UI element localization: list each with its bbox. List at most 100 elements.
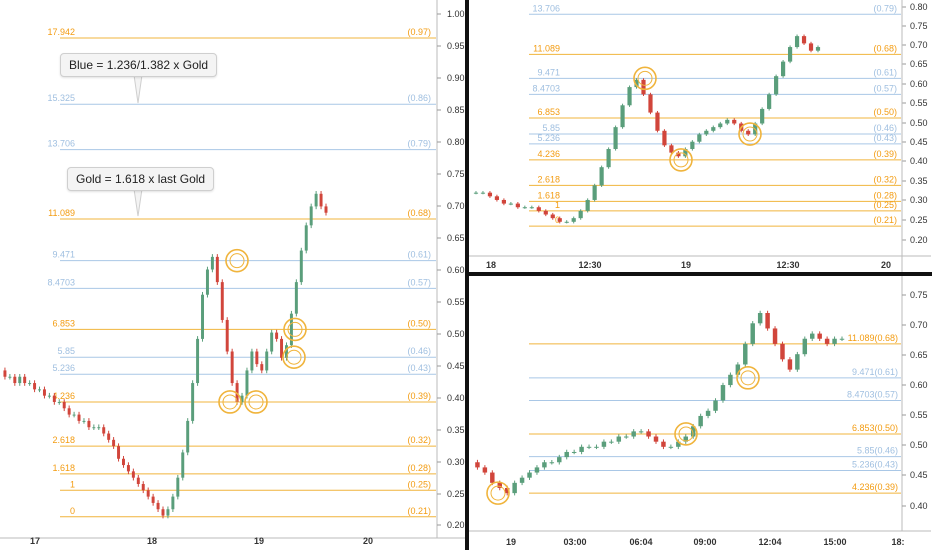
candle-body xyxy=(586,446,592,448)
candle-body xyxy=(543,210,548,215)
candle-body xyxy=(743,343,748,365)
candle-body xyxy=(522,207,527,209)
touch-circle-outer xyxy=(674,422,698,446)
candle-body xyxy=(304,225,308,251)
candle-body xyxy=(787,47,793,62)
candle-body xyxy=(697,134,702,142)
touch-circle-outer xyxy=(282,345,306,369)
panel-top-right: 0.80 0.75 0.70 0.65 0.60 0.55 0.50 0.45 0.40 0.35… xyxy=(469,0,931,270)
candle-body xyxy=(653,436,659,442)
candle-body xyxy=(616,436,622,442)
candle-body xyxy=(508,203,513,205)
candle-body xyxy=(210,256,214,270)
fib-level-left-label: 4.236 xyxy=(537,149,560,159)
y-tick-label: 0.25 xyxy=(910,215,928,225)
candle-body xyxy=(270,332,274,352)
y-tick-label: 0.75 xyxy=(910,21,928,31)
candle-body xyxy=(18,376,22,384)
fib-level-left-label: 11.089 xyxy=(533,43,560,53)
y-tick-label: 0.25 xyxy=(447,489,465,499)
candle-body xyxy=(767,94,772,109)
candle-body xyxy=(72,414,76,416)
candle-body xyxy=(690,426,696,437)
y-tick-label: 0.75 xyxy=(910,290,928,300)
fib-level-right-label: (0.57) xyxy=(407,277,431,287)
candle-body xyxy=(839,338,845,340)
touch-circle-outer xyxy=(218,390,242,414)
candle-body xyxy=(746,130,751,135)
fib-level-left-label: 8.4703 xyxy=(47,277,75,287)
fib-level-label: 5.236(0.43) xyxy=(852,459,898,469)
y-tick-label: 0.95 xyxy=(447,41,465,51)
touch-circle-inner xyxy=(286,349,302,365)
candle-body xyxy=(215,256,219,283)
candle-body xyxy=(698,415,703,427)
fib-level-right-label: (0.61) xyxy=(873,67,897,77)
touch-circle-outer xyxy=(244,390,268,414)
candle-body xyxy=(646,431,651,437)
fib-level-left-label: 11.089 xyxy=(48,208,75,218)
fib-level-right-label: (0.39) xyxy=(407,391,431,401)
annotation-blue-ratio: Blue = 1.236/1.382 x Gold xyxy=(60,53,218,77)
candle-body xyxy=(47,395,51,397)
fib-level-left-label: 15.325 xyxy=(47,93,75,103)
candle-body xyxy=(774,76,779,95)
touch-circle-inner xyxy=(742,126,758,142)
candle-body xyxy=(512,482,517,494)
x-tick-label: 09:00 xyxy=(693,537,716,547)
y-tick-label: 0.70 xyxy=(910,40,928,50)
y-tick-label: 0.55 xyxy=(447,297,465,307)
fib-level-left-label: 2.618 xyxy=(537,174,560,184)
y-tick-label: 0.20 xyxy=(910,235,928,245)
touch-circle-inner xyxy=(229,253,245,269)
y-tick-label: 0.30 xyxy=(910,195,928,205)
fib-level-label: 5.85(0.46) xyxy=(857,446,898,456)
touch-circle-inner xyxy=(248,394,264,410)
candle-body xyxy=(760,108,765,124)
fib-level-left-label: 1 xyxy=(555,200,560,210)
candle-body xyxy=(815,47,821,51)
candle-body xyxy=(787,359,793,370)
candle-body xyxy=(683,148,688,157)
candle-body xyxy=(205,269,209,295)
y-tick-label: 0.50 xyxy=(910,118,928,128)
fib-level-right-label: (0.97) xyxy=(407,27,431,37)
candle-body xyxy=(245,370,249,396)
touch-circle-inner xyxy=(678,426,694,442)
candle-body xyxy=(765,313,770,329)
candle-body xyxy=(482,467,488,473)
fib-level-left-label: 13.706 xyxy=(47,139,75,149)
fib-level-left-label: 1.618 xyxy=(52,463,75,473)
fib-level-left-label: 13.706 xyxy=(532,3,560,13)
candle-body xyxy=(564,221,569,223)
y-tick-label: 0.60 xyxy=(447,265,465,275)
candle-body xyxy=(28,383,32,385)
touch-circle-outer xyxy=(283,317,307,342)
candle-body xyxy=(480,192,486,194)
fib-level-left-label: 5.236 xyxy=(537,133,560,143)
candle-body xyxy=(529,207,534,209)
candle-body xyxy=(473,192,479,194)
candle-body xyxy=(725,119,730,124)
candle-body xyxy=(631,431,636,437)
candle-body xyxy=(23,376,27,384)
candle-body xyxy=(638,431,644,433)
candle-body xyxy=(265,351,269,371)
candle-body xyxy=(795,354,800,370)
fib-level-right-label: (0.86) xyxy=(407,93,431,103)
touch-circle-outer xyxy=(736,366,760,390)
horizontal-divider xyxy=(469,272,932,276)
candle-body xyxy=(299,250,303,283)
y-tick-label: 0.45 xyxy=(447,361,465,371)
candle-body xyxy=(289,313,293,346)
candle-body xyxy=(661,441,666,447)
fib-level-right-label: (0.68) xyxy=(873,43,897,53)
candle-body xyxy=(42,389,46,396)
candle-body xyxy=(655,112,660,131)
y-tick-label: 0.90 xyxy=(447,73,465,83)
x-tick-label: 03:00 xyxy=(563,537,586,547)
candle-body xyxy=(609,441,614,443)
candle-body xyxy=(314,193,318,207)
y-tick-label: 0.35 xyxy=(910,176,928,186)
y-tick-label: 0.65 xyxy=(910,350,928,360)
